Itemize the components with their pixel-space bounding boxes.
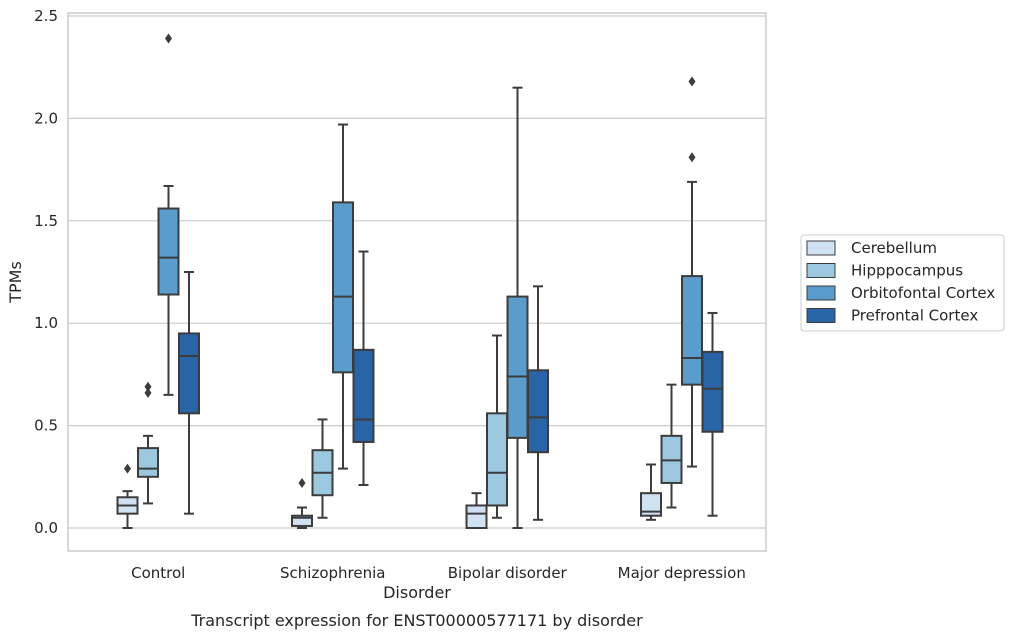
box-iqr (681, 275, 703, 386)
legend-items: Cerebellum Hipppocampus Orbitofontal Corte… (806, 239, 995, 325)
outlier-point (124, 463, 131, 474)
box-iqr (332, 201, 354, 374)
box-group (681, 76, 703, 468)
legend-label: Hipppocampus (851, 262, 963, 280)
boxes (116, 33, 724, 529)
x-tick-labels: Control Schizophrenia Bipolar disorder Majo… (131, 564, 746, 582)
x-tick-label: Control (131, 564, 185, 582)
box-group (701, 311, 724, 517)
legend-label: Cerebellum (851, 239, 937, 257)
box-group (332, 123, 354, 470)
box-iqr (506, 295, 529, 439)
box-iqr (701, 350, 724, 433)
y-tick-label: 1.0 (34, 314, 58, 332)
box-group (291, 477, 313, 529)
outlier-point (144, 381, 152, 392)
box-group (137, 381, 159, 505)
box-iqr (465, 504, 488, 529)
legend-swatch (806, 285, 836, 301)
box-group (311, 418, 334, 519)
chart-caption: Transcript expression for ENST0000057717… (190, 611, 643, 630)
box-iqr (157, 207, 180, 296)
box-iqr (352, 348, 375, 443)
plot-frame (67, 12, 767, 552)
y-axis-label: TPMs (6, 261, 25, 304)
box-iqr (640, 492, 662, 517)
box-group (465, 492, 488, 529)
y-tick-labels: 0.0 0.5 1.0 1.5 2.0 2.5 (34, 7, 58, 537)
legend-label: Prefrontal Cortex (851, 307, 978, 325)
outlier-point (298, 477, 306, 488)
gridlines (68, 15, 766, 529)
legend-swatch (806, 263, 836, 278)
outlier-point (688, 152, 696, 163)
x-tick-label: Major depression (618, 564, 746, 582)
box-iqr (178, 332, 200, 415)
box-group (157, 33, 180, 396)
box-group (640, 463, 662, 521)
legend: Cerebellum Hipppocampus Orbitofontal Corte… (800, 234, 1005, 332)
box-iqr (660, 434, 683, 484)
y-tick-label: 0.5 (34, 417, 58, 435)
x-tick-label: Schizophrenia (280, 564, 385, 582)
box-group (352, 250, 375, 486)
x-tick-label: Bipolar disorder (448, 564, 568, 582)
box-group (486, 334, 508, 519)
outlier-point (165, 33, 172, 44)
box-iqr (486, 412, 508, 507)
y-tick-label: 2.5 (34, 7, 58, 25)
legend-label: Orbitofontal Cortex (851, 284, 995, 302)
legend-frame (800, 234, 1005, 332)
y-tick-label: 1.5 (34, 212, 58, 230)
box-group (116, 463, 139, 529)
box-group (506, 86, 529, 529)
outlier-point (688, 76, 696, 87)
box-group (178, 271, 200, 515)
box-iqr (291, 514, 313, 527)
legend-swatch (806, 240, 836, 256)
x-axis-label: Disorder (383, 583, 451, 602)
y-tick-label: 2.0 (34, 109, 58, 127)
box-group (660, 383, 683, 509)
legend-swatch (806, 308, 836, 323)
box-iqr (137, 447, 159, 478)
box-group (527, 285, 549, 521)
box-iqr (527, 369, 549, 454)
outlier-point (144, 387, 152, 398)
y-tick-label: 0.0 (34, 519, 58, 537)
